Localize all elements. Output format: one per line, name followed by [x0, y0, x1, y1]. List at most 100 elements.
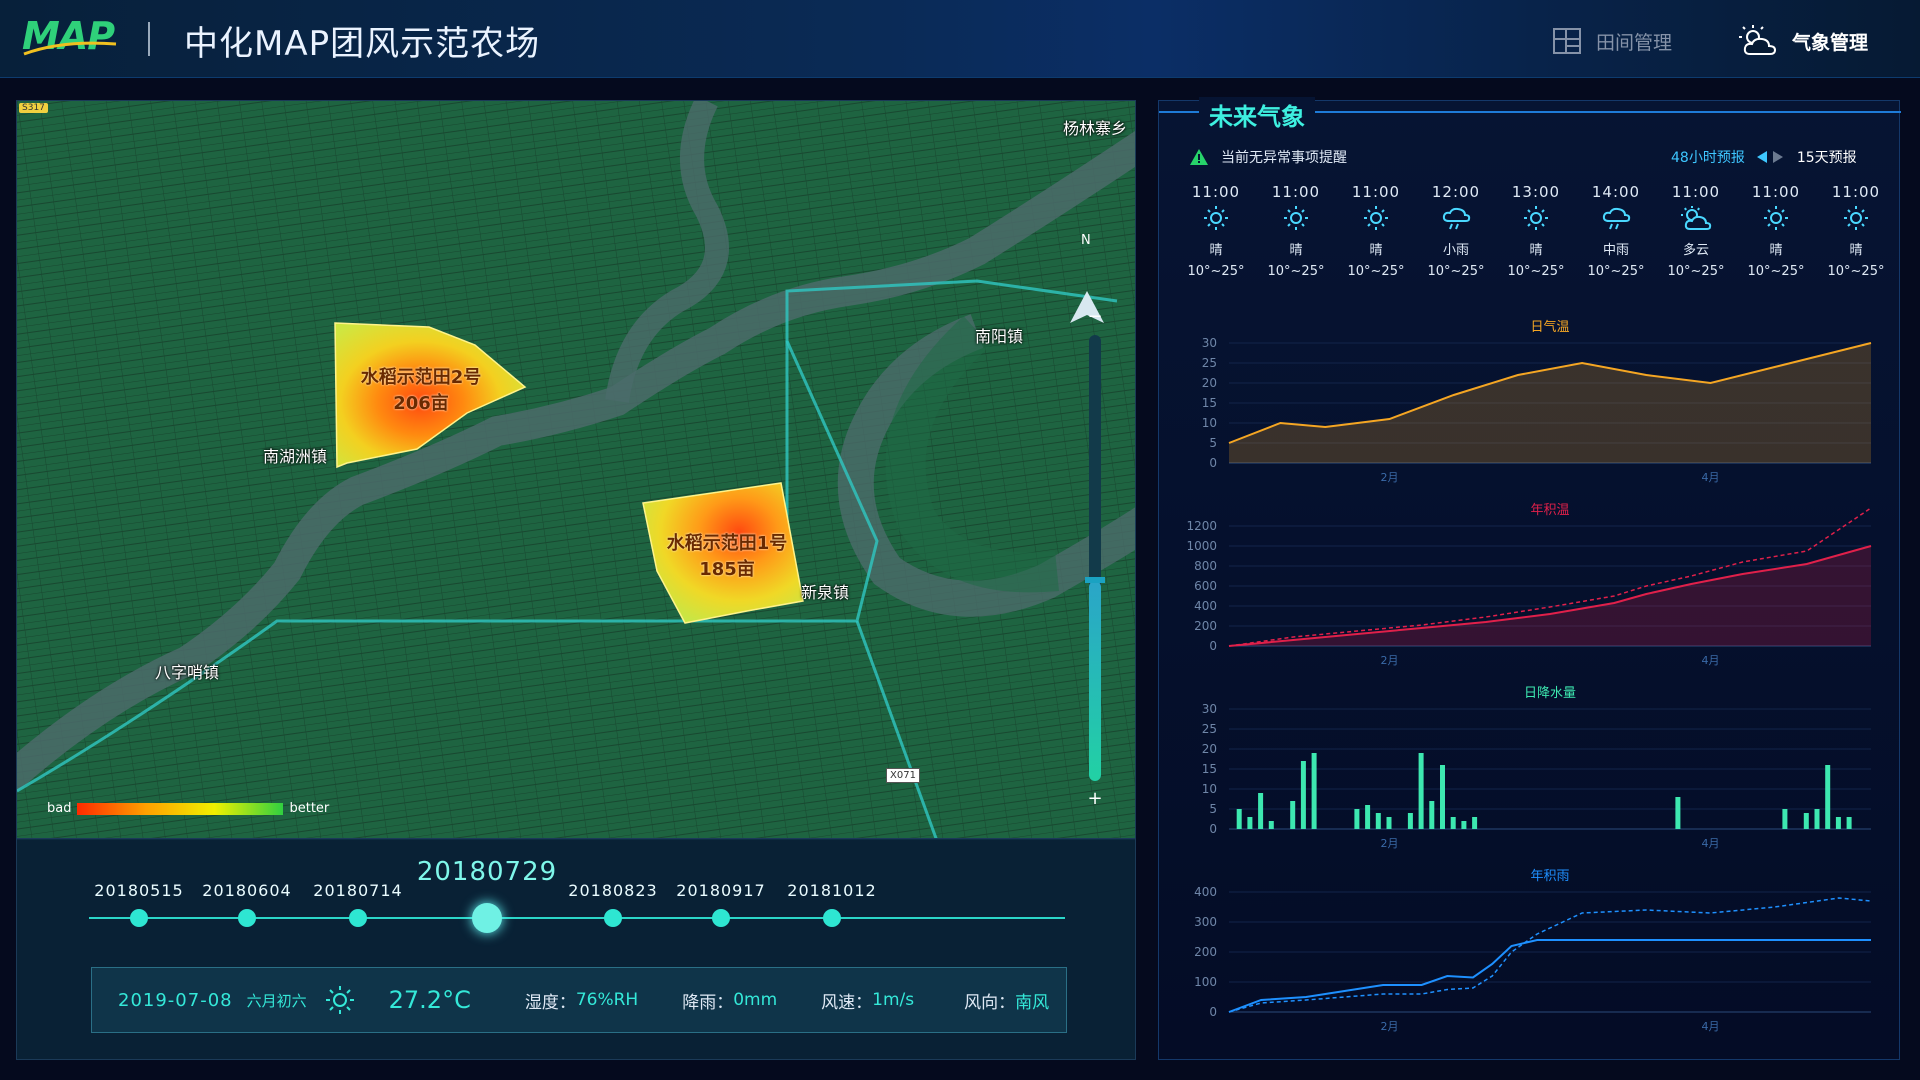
chart-bar: [1386, 817, 1392, 829]
chart-bar: [1461, 821, 1467, 829]
hour-forecast: 11:00 晴 10°~25°: [1181, 183, 1251, 279]
y-tick-label: 600: [1194, 579, 1217, 593]
y-tick-label: 25: [1202, 356, 1217, 370]
y-tick-label: 200: [1194, 619, 1217, 633]
tab-15d[interactable]: 15天预报: [1796, 150, 1857, 166]
zoom-handle[interactable]: [1085, 577, 1105, 583]
wind-dir-label: 风向：: [964, 992, 1016, 1013]
timeline-dot[interactable]: [349, 909, 367, 927]
sun-icon: [1181, 201, 1251, 235]
legend-low-label: bad: [47, 801, 72, 816]
timeline-date-label[interactable]: 20180714: [313, 881, 403, 900]
chart-bar: [1846, 817, 1852, 829]
timeline-date-label[interactable]: 20180823: [568, 881, 658, 900]
timeline-date-label[interactable]: 20180917: [676, 881, 766, 900]
y-tick-label: 200: [1194, 945, 1217, 959]
chart-bar: [1418, 753, 1424, 829]
hour-time: 11:00: [1751, 183, 1801, 201]
timeline-date-label[interactable]: 20181012: [787, 881, 877, 900]
warning-icon: [1190, 149, 1208, 165]
road-badge: S317: [19, 103, 48, 113]
header-separator: [148, 22, 150, 56]
y-tick-label: 15: [1202, 396, 1217, 410]
wind-speed-label: 风速：: [821, 992, 873, 1013]
chart-bar: [1814, 809, 1820, 829]
y-tick-label: 0: [1209, 1005, 1217, 1019]
x-tick-label: 2月: [1381, 654, 1399, 667]
chart-bar: [1835, 817, 1841, 829]
road-badge: X071: [886, 768, 920, 783]
y-tick-label: 100: [1194, 975, 1217, 989]
zoom-in-button[interactable]: +: [1087, 788, 1103, 809]
nav-field-label: 田间管理: [1596, 31, 1673, 54]
y-tick-label: 400: [1194, 885, 1217, 899]
chart-bar: [1236, 809, 1242, 829]
current-weather-bar: 2019-07-08 六月初六 27.2°C 湿度： 76%RH 降雨： 0mm…: [91, 967, 1067, 1033]
timeline-dot[interactable]: [604, 909, 622, 927]
sun-icon: [325, 986, 354, 1014]
panel-title-line: [1159, 111, 1901, 113]
rain-value: 0mm: [733, 990, 778, 1010]
chart-bar: [1825, 765, 1831, 829]
nav-weather-management[interactable]: 气象管理: [1738, 24, 1868, 58]
chart-bar: [1675, 797, 1681, 829]
chart-bar: [1407, 813, 1413, 829]
x-tick-label: 4月: [1702, 1020, 1720, 1033]
triangle-right-icon[interactable]: [1771, 150, 1785, 164]
timeline-dot[interactable]: [823, 909, 841, 927]
chart-bar: [1354, 809, 1360, 829]
timeline-dot-selected[interactable]: [472, 903, 502, 933]
partly-cloudy-icon: [1739, 25, 1777, 55]
timeline-panel: 20180515 20180604 20180714 20180729 20180823…: [16, 838, 1136, 1060]
hour-condition: 晴: [1369, 243, 1383, 258]
road-badge-text: S317: [22, 103, 45, 113]
timeline-date-label[interactable]: 20180604: [202, 881, 292, 900]
x-tick-label: 4月: [1702, 471, 1720, 484]
current-date: 2019-07-08: [118, 989, 233, 1011]
field-name: 水稻示范田2号: [360, 367, 482, 388]
hour-time: 14:00: [1591, 183, 1641, 201]
heat-legend: bad better: [47, 801, 329, 816]
zoom-slider[interactable]: − +: [1075, 305, 1115, 815]
y-tick-label: 300: [1194, 915, 1217, 929]
satellite-map[interactable]: S317 X071 杨林寨乡 南阳镇 南湖洲镇 新泉镇 八字哨镇 水稻示范田2号…: [16, 100, 1136, 840]
x-tick-label: 2月: [1381, 837, 1399, 850]
timeline-date-label[interactable]: 20180729: [416, 857, 558, 887]
sun-icon: [1501, 201, 1571, 235]
y-tick-label: 25: [1202, 722, 1217, 736]
timeline-date-label[interactable]: 20180515: [94, 881, 184, 900]
lunar-date: 六月初六: [246, 991, 307, 1010]
rain-cloud-icon: [1581, 201, 1651, 235]
chart-line-dashed: [1228, 897, 1872, 1013]
y-tick-label: 1000: [1186, 539, 1217, 553]
x-tick-label: 2月: [1381, 1020, 1399, 1033]
place-label: 新泉镇: [801, 583, 850, 602]
y-tick-label: 400: [1194, 599, 1217, 613]
timeline-dot[interactable]: [712, 909, 730, 927]
timeline-dot[interactable]: [238, 909, 256, 927]
y-tick-label: 800: [1194, 559, 1217, 573]
zoom-out-button[interactable]: −: [1087, 306, 1103, 327]
triangle-left-icon[interactable]: [1755, 150, 1769, 164]
hour-time: 13:00: [1511, 183, 1561, 201]
hour-condition: 多云: [1682, 243, 1709, 258]
hour-time: 11:00: [1191, 183, 1241, 201]
nav-field-management[interactable]: 田间管理: [1552, 24, 1672, 58]
hour-forecast: 12:00 小雨 10°~25°: [1421, 183, 1491, 279]
y-tick-label: 10: [1202, 782, 1217, 796]
chart-bar: [1290, 801, 1296, 829]
field-label-1[interactable]: 水稻示范田1号 185亩: [657, 531, 797, 583]
hour-condition: 晴: [1849, 243, 1863, 258]
place-label: 南湖洲镇: [263, 447, 328, 466]
hour-temp-range: 10°~25°: [1427, 264, 1485, 279]
chart-title: 年积温: [1530, 503, 1569, 518]
field-label-2[interactable]: 水稻示范田2号 206亩: [351, 365, 491, 417]
tab-48h[interactable]: 48小时预报: [1671, 150, 1745, 166]
hour-condition: 中雨: [1602, 243, 1629, 258]
timeline-dot[interactable]: [130, 909, 148, 927]
rain-cloud-icon: [1421, 201, 1491, 235]
page-bottom: [0, 1068, 1920, 1080]
chart-title: 日气温: [1530, 319, 1569, 335]
chart-bar: [1440, 765, 1445, 829]
